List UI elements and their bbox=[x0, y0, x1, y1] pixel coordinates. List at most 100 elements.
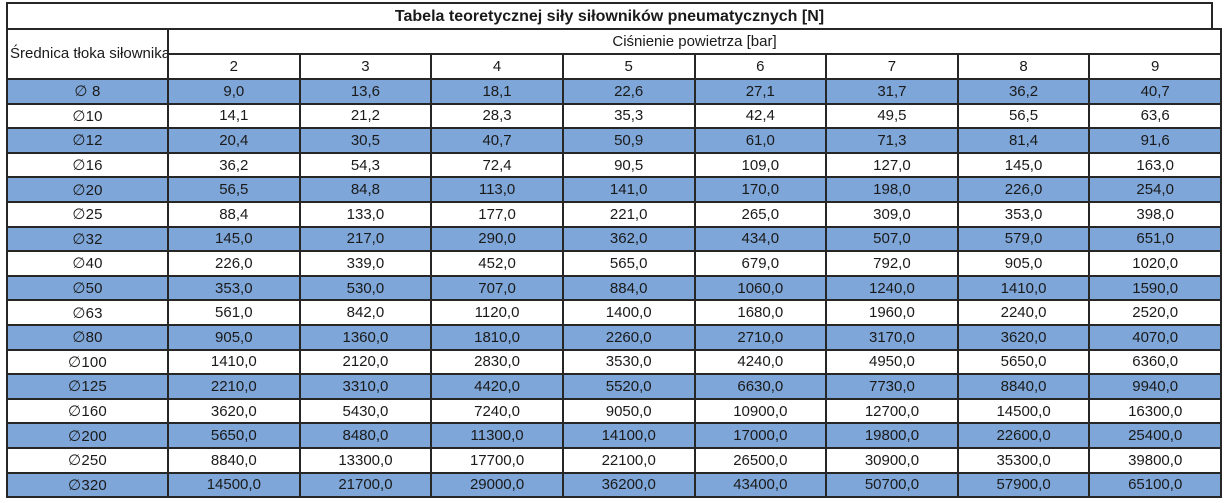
pressure-column-header: 9 bbox=[1088, 53, 1222, 80]
pressure-column-header: 6 bbox=[693, 53, 828, 80]
table-row: ∅ 8 9,0 13,6 18,1 22,6 27,1 31,7 36,2 40,7 bbox=[6, 78, 1222, 105]
force-cell: 20,4 bbox=[167, 127, 301, 154]
force-cell: 842,0 bbox=[298, 299, 433, 326]
force-cell: 5520,0 bbox=[561, 373, 696, 400]
force-cell: 221,0 bbox=[561, 200, 696, 228]
force-cell: 145,0 bbox=[167, 225, 301, 253]
force-cell: 14500,0 bbox=[167, 471, 301, 499]
force-cell: 6630,0 bbox=[693, 373, 828, 400]
table-row: ∅40 226,0 339,0 452,0 565,0 679,0 792,0 905,0 10… bbox=[6, 250, 1222, 277]
force-cell: 2830,0 bbox=[430, 348, 564, 376]
force-cell: 198,0 bbox=[825, 176, 959, 203]
table-row: ∅200 5650,0 8480,0 11300,0 14100,0 17000,0 198… bbox=[6, 422, 1222, 449]
force-cell: 398,0 bbox=[1088, 200, 1222, 228]
force-cell: 127,0 bbox=[825, 151, 959, 179]
force-cell: 8840,0 bbox=[167, 446, 301, 474]
diameter-cell: ∅63 bbox=[6, 299, 169, 326]
force-cell: 1590,0 bbox=[1088, 274, 1222, 302]
force-cell: 8840,0 bbox=[956, 373, 1091, 400]
force-cell: 9940,0 bbox=[1088, 373, 1222, 400]
force-cell: 1360,0 bbox=[298, 323, 433, 351]
force-cell: 905,0 bbox=[167, 323, 301, 351]
force-cell: 905,0 bbox=[956, 250, 1091, 277]
force-cell: 31,7 bbox=[825, 78, 959, 105]
pressure-column-header: 7 bbox=[825, 53, 959, 80]
pressure-column-header: 4 bbox=[430, 53, 564, 80]
table-row: ∅10 14,1 21,2 28,3 35,3 42,4 49,5 56,5 63,6 bbox=[6, 102, 1222, 130]
force-cell: 71,3 bbox=[825, 127, 959, 154]
force-cell: 3620,0 bbox=[167, 397, 301, 425]
diameter-cell: ∅10 bbox=[6, 102, 169, 130]
force-cell: 61,0 bbox=[693, 127, 828, 154]
force-cell: 88,4 bbox=[167, 200, 301, 228]
force-cell: 1060,0 bbox=[693, 274, 828, 302]
force-cell: 84,8 bbox=[298, 176, 433, 203]
diameter-cell: ∅ 8 bbox=[6, 78, 169, 105]
force-cell: 679,0 bbox=[693, 250, 828, 277]
table-row: ∅16 36,2 54,3 72,4 90,5 109,0 127,0 145,0 163,0 bbox=[6, 151, 1222, 179]
force-cell: 6360,0 bbox=[1088, 348, 1222, 376]
force-cell: 56,5 bbox=[956, 102, 1091, 130]
diameter-column-header: Średnica tłoka siłownika bbox=[6, 28, 169, 80]
diameter-cell: ∅200 bbox=[6, 422, 169, 449]
force-cell: 30900,0 bbox=[825, 446, 959, 474]
force-cell: 7730,0 bbox=[825, 373, 959, 400]
force-cell: 65100,0 bbox=[1088, 471, 1222, 499]
table-row: ∅80 905,0 1360,0 1810,0 2260,0 2710,0 3170,0 36… bbox=[6, 323, 1222, 351]
force-cell: 353,0 bbox=[167, 274, 301, 302]
force-cell: 13300,0 bbox=[298, 446, 433, 474]
force-cell: 339,0 bbox=[298, 250, 433, 277]
force-cell: 10900,0 bbox=[693, 397, 828, 425]
force-cell: 50,9 bbox=[561, 127, 696, 154]
table-row: ∅32 145,0 217,0 290,0 362,0 434,0 507,0 579,0 65… bbox=[6, 225, 1222, 253]
force-cell: 265,0 bbox=[693, 200, 828, 228]
force-cell: 19800,0 bbox=[825, 422, 959, 449]
force-cell: 2240,0 bbox=[956, 299, 1091, 326]
force-cell: 35300,0 bbox=[956, 446, 1091, 474]
force-cell: 5650,0 bbox=[167, 422, 301, 449]
diameter-cell: ∅100 bbox=[6, 348, 169, 376]
diameter-cell: ∅25 bbox=[6, 200, 169, 228]
pressure-column-header: 5 bbox=[561, 53, 696, 80]
table-row: ∅25 88,4 133,0 177,0 221,0 265,0 309,0 353,0 398… bbox=[6, 200, 1222, 228]
force-cell: 25400,0 bbox=[1088, 422, 1222, 449]
force-cell: 2520,0 bbox=[1088, 299, 1222, 326]
force-cell: 50700,0 bbox=[825, 471, 959, 499]
diameter-cell: ∅160 bbox=[6, 397, 169, 425]
force-cell: 14500,0 bbox=[956, 397, 1091, 425]
force-cell: 29000,0 bbox=[430, 471, 564, 499]
table-row: ∅250 8840,0 13300,0 17700,0 22100,0 26500,0 30… bbox=[6, 446, 1222, 474]
force-table: Średnica tłoka siłownika Ciśnienie powie… bbox=[6, 28, 1222, 499]
force-cell: 362,0 bbox=[561, 225, 696, 253]
force-cell: 13,6 bbox=[298, 78, 433, 105]
force-cell: 26500,0 bbox=[693, 446, 828, 474]
force-cell: 226,0 bbox=[956, 176, 1091, 203]
force-cell: 792,0 bbox=[825, 250, 959, 277]
force-cell: 5430,0 bbox=[298, 397, 433, 425]
force-cell: 133,0 bbox=[298, 200, 433, 228]
force-cell: 884,0 bbox=[561, 274, 696, 302]
table-row: ∅160 3620,0 5430,0 7240,0 9050,0 10900,0 12700… bbox=[6, 397, 1222, 425]
force-cell: 1400,0 bbox=[561, 299, 696, 326]
force-cell: 561,0 bbox=[167, 299, 301, 326]
diameter-cell: ∅50 bbox=[6, 274, 169, 302]
force-cell: 217,0 bbox=[298, 225, 433, 253]
pressure-column-header: 2 bbox=[167, 53, 301, 80]
force-cell: 565,0 bbox=[561, 250, 696, 277]
force-cell: 42,4 bbox=[693, 102, 828, 130]
table-row: ∅100 1410,0 2120,0 2830,0 3530,0 4240,0 4950,0… bbox=[6, 348, 1222, 376]
force-cell: 1410,0 bbox=[167, 348, 301, 376]
force-cell: 56,5 bbox=[167, 176, 301, 203]
force-cell: 309,0 bbox=[825, 200, 959, 228]
force-cell: 177,0 bbox=[430, 200, 564, 228]
table-row: ∅63 561,0 842,0 1120,0 1400,0 1680,0 1960,0 224… bbox=[6, 299, 1222, 326]
diameter-cell: ∅125 bbox=[6, 373, 169, 400]
force-cell: 43400,0 bbox=[693, 471, 828, 499]
force-cell: 9050,0 bbox=[561, 397, 696, 425]
force-cell: 1240,0 bbox=[825, 274, 959, 302]
force-cell: 11300,0 bbox=[430, 422, 564, 449]
table-row: ∅12 20,4 30,5 40,7 50,9 61,0 71,3 81,4 91,6 bbox=[6, 127, 1222, 154]
force-cell: 36,2 bbox=[167, 151, 301, 179]
force-cell: 12700,0 bbox=[825, 397, 959, 425]
force-cell: 39800,0 bbox=[1088, 446, 1222, 474]
